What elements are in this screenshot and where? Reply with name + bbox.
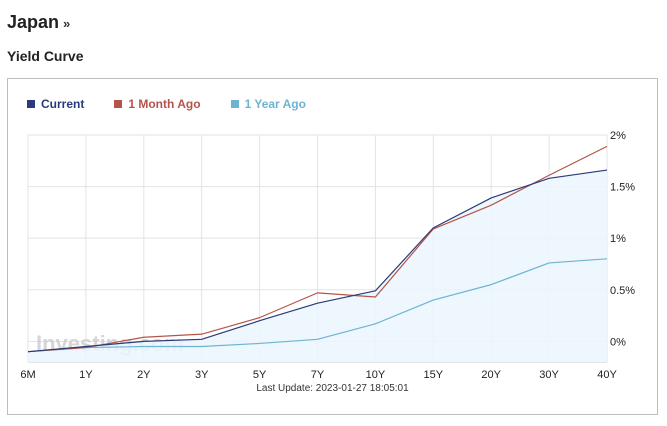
x-tick-label: 2Y [137, 369, 151, 381]
chevron-right-icon[interactable]: » [63, 16, 71, 31]
chart-plot-svg: Investing.com 6M 1Y 2Y 3Y 5Y 7Y 10Y 15Y 20Y 30Y 40… [20, 130, 635, 381]
y-axis-labels: 0% 0.5% 1% 1.5% 2% [610, 130, 635, 348]
legend-swatch-1-month-ago [114, 100, 123, 108]
y-tick-label: 0% [610, 336, 626, 348]
series-line-1-year-ago [27, 258, 608, 353]
section-title: Yield Curve [7, 48, 84, 64]
legend-item-1-year-ago[interactable]: 1 Year Ago [230, 97, 306, 111]
x-tick-label: 30Y [539, 369, 559, 381]
legend-item-current[interactable]: Current [27, 97, 84, 111]
legend-label-1-month-ago: 1 Month Ago [128, 97, 201, 111]
y-tick-label: 1% [610, 233, 626, 245]
yield-curve-chart: Investing.com 6M 1Y 2Y 3Y 5Y 7Y 10Y 15Y 20Y 30Y 40… [7, 78, 658, 415]
x-axis-labels: 6M 1Y 2Y 3Y 5Y 7Y 10Y 15Y 20Y 30Y 40Y [20, 369, 617, 381]
y-tick-label: 2% [610, 130, 626, 142]
chart-legend: Current 1 Month Ago 1 Year Ago [27, 97, 306, 111]
legend-item-1-month-ago[interactable]: 1 Month Ago [114, 97, 201, 111]
series-line-current [27, 169, 608, 353]
x-tick-label: 1Y [79, 369, 93, 381]
area-layer [28, 170, 607, 362]
x-tick-label: 6M [20, 369, 35, 381]
country-name[interactable]: Japan [7, 12, 60, 32]
current-area-fill [28, 170, 607, 362]
x-tick-label: 10Y [366, 369, 386, 381]
country-title[interactable]: Japan» [7, 12, 70, 33]
x-tick-label: 15Y [424, 369, 444, 381]
legend-swatch-1-year-ago [230, 100, 239, 108]
series-line-1-month-ago [27, 145, 608, 353]
x-tick-label: 7Y [311, 369, 325, 381]
series-lines [27, 145, 608, 353]
x-tick-label: 20Y [481, 369, 501, 381]
legend-label-1-year-ago: 1 Year Ago [244, 97, 306, 111]
x-tick-label: 5Y [253, 369, 267, 381]
x-tick-label: 3Y [195, 369, 209, 381]
last-update-text: Last Update: 2023-01-27 18:05:01 [256, 383, 409, 394]
legend-label-current: Current [41, 97, 85, 111]
x-tick-label: 40Y [597, 369, 617, 381]
legend-swatch-current [27, 100, 35, 108]
y-tick-label: 1.5% [610, 182, 635, 194]
y-tick-label: 0.5% [610, 285, 635, 297]
